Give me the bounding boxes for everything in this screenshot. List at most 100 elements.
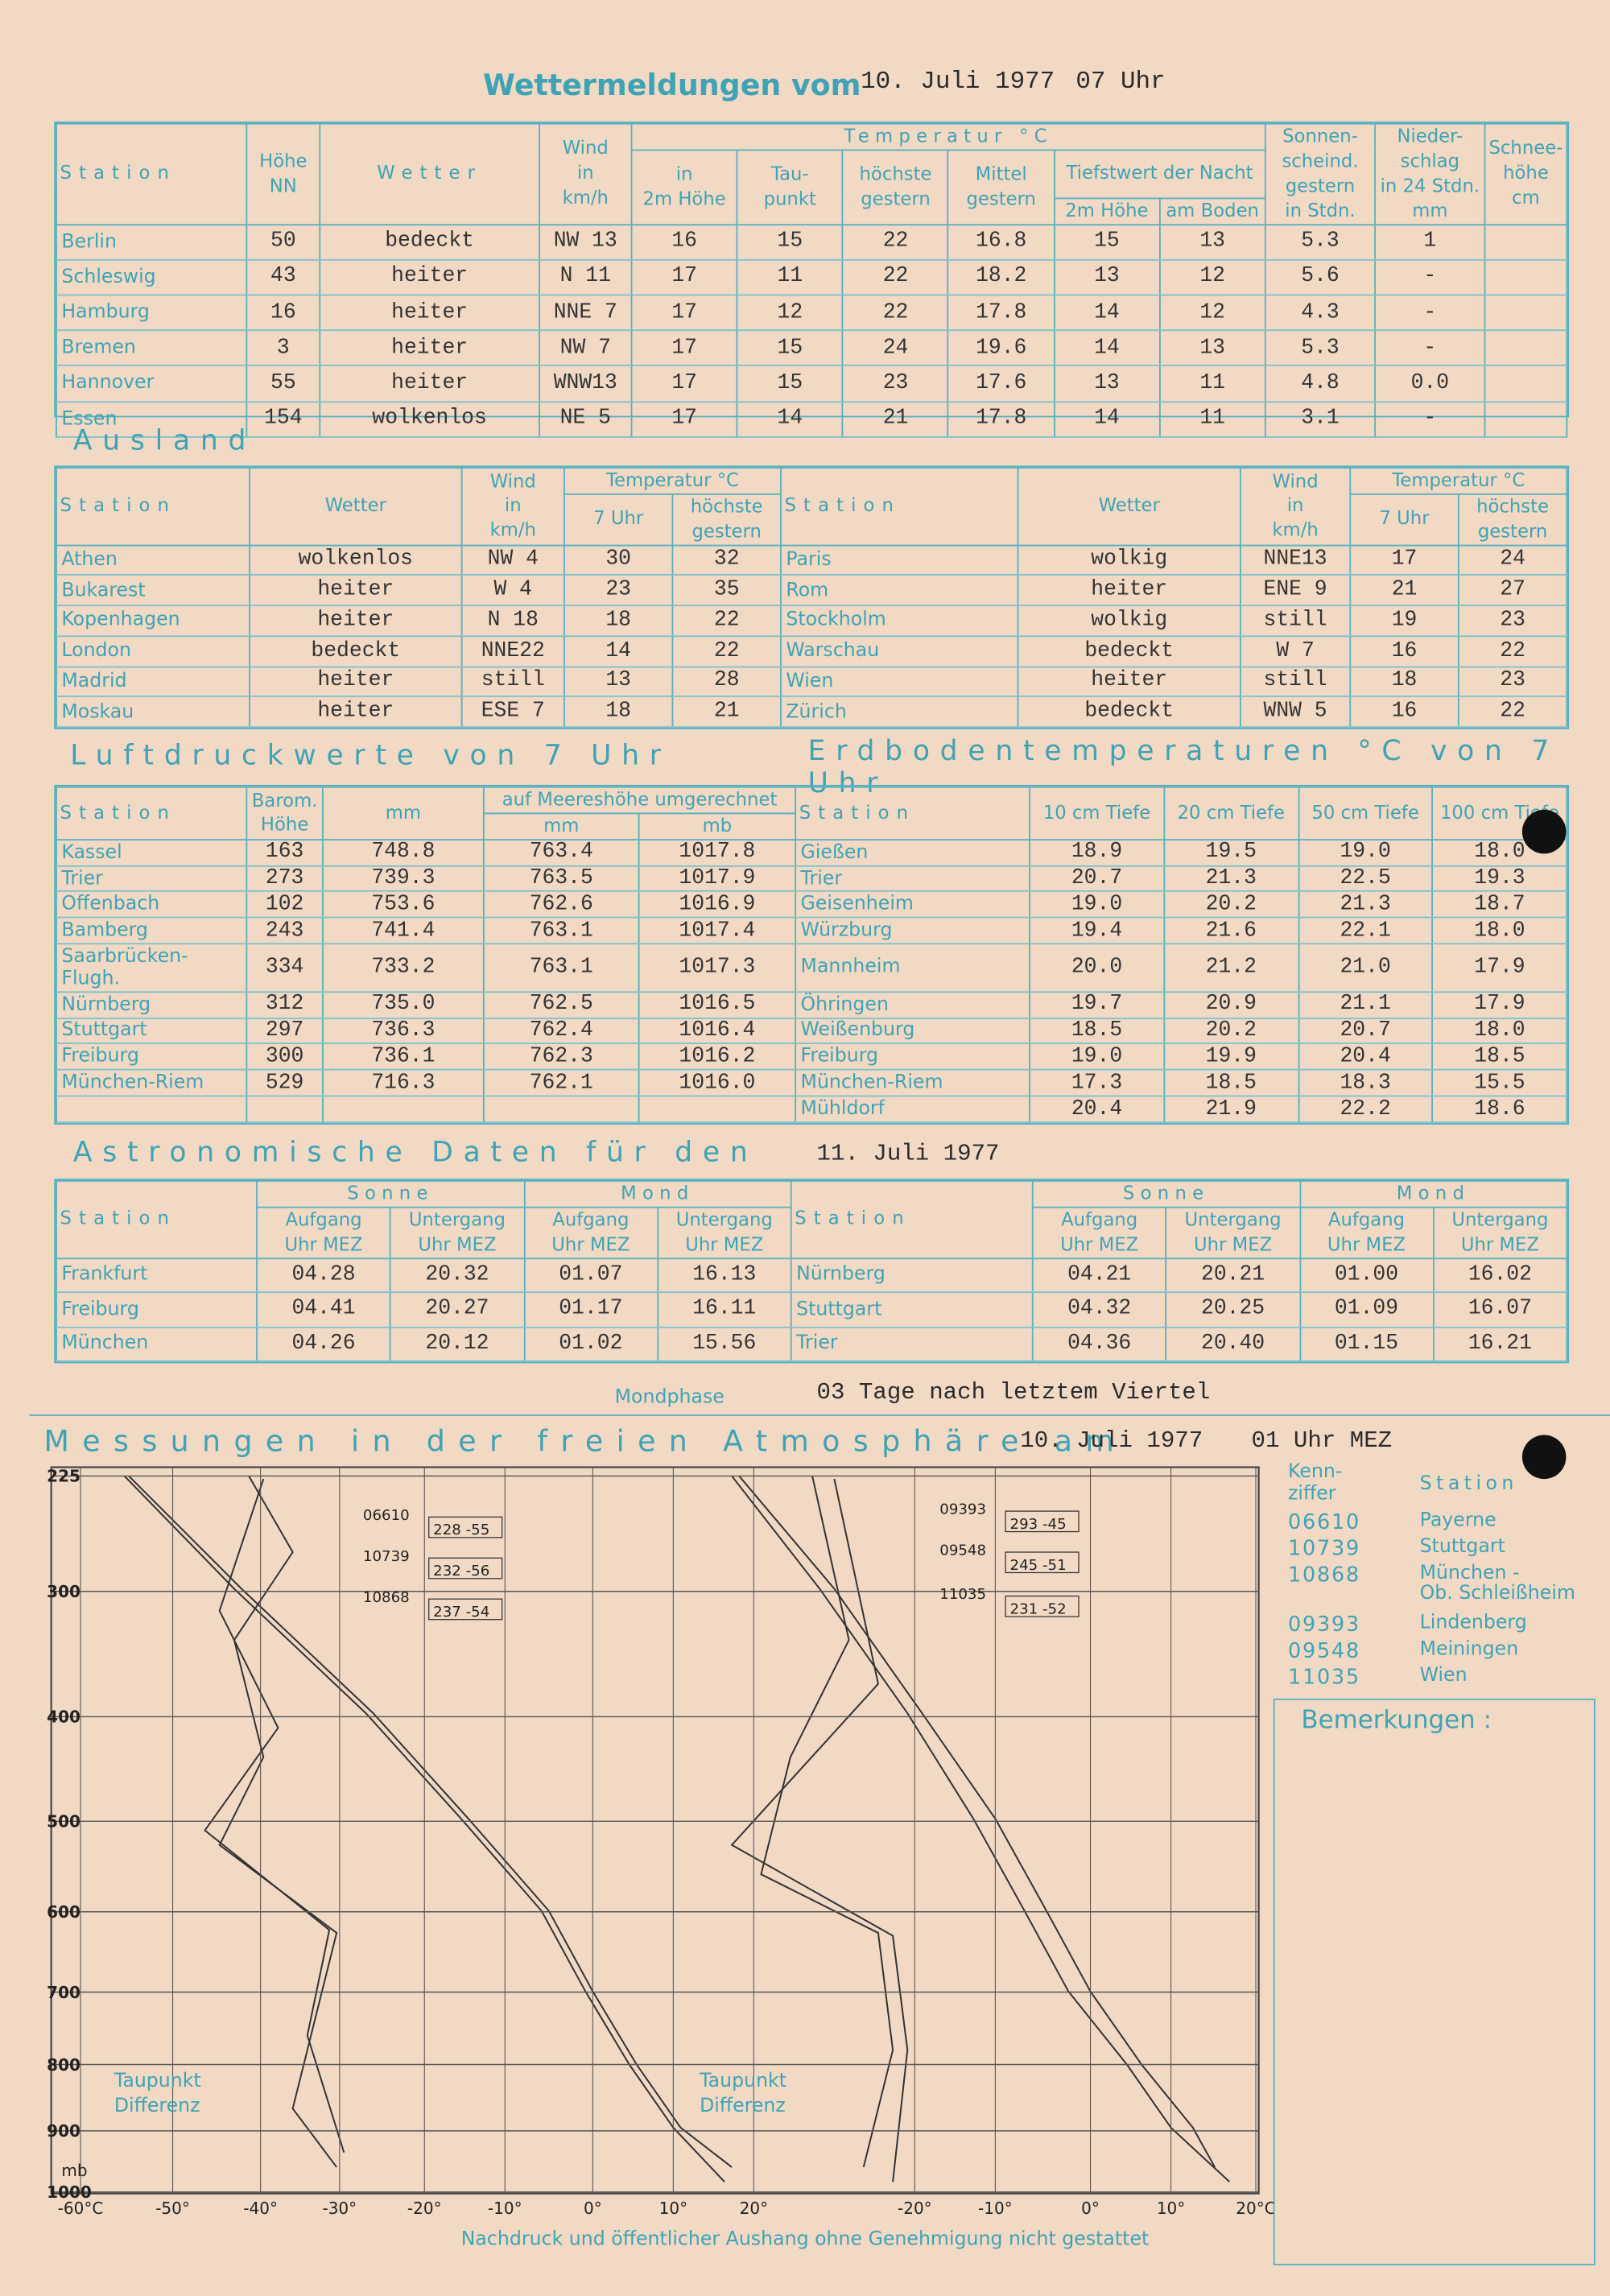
table-row: Kopenhagen heiter N 18 18 22 Stockholm wolkig s… bbox=[56, 605, 1568, 637]
station-cell: Gießen bbox=[795, 839, 1030, 867]
value-cell: 17 bbox=[630, 295, 738, 332]
station-name: München - Ob. Schleißheim bbox=[1419, 1562, 1575, 1604]
wind-station: 11035 bbox=[939, 1586, 986, 1603]
station-cell: München-Riem bbox=[795, 1070, 1030, 1097]
value-cell: 22 bbox=[842, 224, 950, 261]
mondphase-label: Mondphase bbox=[614, 1386, 724, 1409]
th: Nieder- schlag in 24 Stdn. mm bbox=[1374, 122, 1486, 225]
station-cell: Kopenhagen bbox=[56, 605, 250, 637]
table-row: Bremen 3 heiter NW 7 17 15 24 19.6 14 13 5.3- bbox=[56, 330, 1568, 367]
station-cell bbox=[56, 1096, 248, 1124]
value-cell: 22 bbox=[842, 259, 950, 296]
value-cell: 12 bbox=[1158, 295, 1266, 332]
temp-tick-label: -50° bbox=[155, 2199, 190, 2218]
value-cell: 1016.4 bbox=[638, 1018, 797, 1045]
th: Mond bbox=[1298, 1180, 1568, 1208]
wind-box bbox=[428, 1598, 503, 1621]
value-cell: 13 bbox=[1158, 224, 1266, 261]
value-cell: 23 bbox=[563, 575, 674, 607]
value-cell: 5.3 bbox=[1264, 224, 1377, 261]
value-cell: 17.6 bbox=[947, 365, 1055, 403]
value-cell: 1017.4 bbox=[638, 918, 797, 945]
value-cell: 15 bbox=[1053, 224, 1161, 261]
value-cell: 753.6 bbox=[321, 891, 485, 919]
th: Station bbox=[56, 467, 250, 546]
temp-tick-label: -30° bbox=[322, 2199, 357, 2218]
station-cell: Stockholm bbox=[780, 605, 1019, 637]
table-row: Essen 154 wolkenlos NE 5 17 14 21 17.8 14 11 3.1- bbox=[56, 401, 1568, 438]
station-name: Stuttgart bbox=[1419, 1536, 1505, 1559]
station-cell: Essen bbox=[56, 401, 248, 438]
value-cell: 15 bbox=[736, 330, 844, 367]
tbody: Athen wolkenlos NW 4 30 32 Paris wolkig NNE13 17… bbox=[56, 544, 1568, 728]
th: Untergang Uhr MEZ bbox=[1165, 1206, 1301, 1259]
wind-value: 228 -55 bbox=[433, 1522, 489, 1538]
value-cell bbox=[1484, 401, 1568, 438]
th: Wetter bbox=[1017, 467, 1241, 546]
th: mm bbox=[321, 786, 485, 840]
th: Mond bbox=[523, 1180, 792, 1208]
wind-box bbox=[1005, 1551, 1080, 1574]
value-cell: 17.8 bbox=[947, 401, 1055, 438]
value-cell: 20.4 bbox=[1029, 1096, 1165, 1124]
value-cell: 18.5 bbox=[1431, 1043, 1568, 1071]
value-cell: 21.6 bbox=[1163, 918, 1299, 945]
wind-box bbox=[1005, 1595, 1080, 1617]
pressure-tick-label: 225 bbox=[47, 1467, 80, 1486]
value-cell: 20.21 bbox=[1165, 1257, 1301, 1294]
punch-hole bbox=[1521, 809, 1567, 854]
table-row: London bedeckt NNE22 14 22 Warschau bedeckt W 7… bbox=[56, 635, 1568, 667]
value-cell: 763.1 bbox=[482, 944, 640, 993]
value-cell: 28 bbox=[671, 666, 782, 698]
value-cell: 1016.0 bbox=[638, 1070, 797, 1097]
th: 50 cm Tiefe bbox=[1297, 786, 1434, 840]
kennziffer: 09393 bbox=[1287, 1613, 1361, 1637]
value-cell: NNE22 bbox=[460, 635, 565, 667]
value-cell: WNW13 bbox=[539, 365, 633, 403]
kennziffer: 10739 bbox=[1287, 1537, 1361, 1561]
inland-table: Station Höhe NN Wetter Wind in km/h Temperat… bbox=[54, 121, 1570, 438]
temp-tick-label: 0° bbox=[584, 2199, 602, 2218]
value-cell: 22.5 bbox=[1297, 865, 1434, 893]
value-cell: heiter bbox=[319, 365, 540, 403]
table-row: Freiburg 04.41 20.27 01.17 16.11 Stuttgart 04.… bbox=[56, 1292, 1568, 1328]
value-cell bbox=[1484, 330, 1568, 367]
temp-tick-label: 20°C bbox=[1236, 2199, 1275, 2218]
remarks: Bemerkungen : bbox=[1301, 1705, 1492, 1736]
station-cell: München bbox=[56, 1326, 258, 1362]
value-cell: 01.07 bbox=[522, 1257, 658, 1294]
station-cell: Warschau bbox=[780, 635, 1019, 667]
table-row: Hannover 55 heiter WNW13 17 15 23 17.6 13 11 4.8 0.… bbox=[56, 365, 1568, 403]
value-cell: 1017.9 bbox=[638, 865, 797, 893]
value-cell: 18.3 bbox=[1297, 1070, 1434, 1097]
value-cell: - bbox=[1374, 330, 1486, 367]
value-cell: 04.36 bbox=[1031, 1326, 1167, 1362]
th: am Boden bbox=[1158, 196, 1266, 225]
th: 20 cm Tiefe bbox=[1163, 786, 1299, 840]
value-cell: still bbox=[1239, 666, 1352, 698]
value-cell: 23 bbox=[1457, 666, 1568, 698]
value-cell: 20.12 bbox=[390, 1326, 525, 1362]
value-cell: 23 bbox=[842, 365, 950, 403]
th: Schnee- höhe cm bbox=[1484, 122, 1568, 225]
value-cell: 04.21 bbox=[1031, 1257, 1167, 1294]
value-cell: 20.27 bbox=[390, 1292, 525, 1328]
value-cell bbox=[482, 1096, 640, 1124]
wind-station: 09393 bbox=[939, 1501, 986, 1518]
value-cell: NNE 7 bbox=[539, 295, 633, 332]
wind-box bbox=[428, 1516, 503, 1538]
th: Wetter bbox=[319, 122, 540, 225]
value-cell: 762.4 bbox=[482, 1018, 640, 1045]
temp-tick-label: -20° bbox=[898, 2199, 932, 2218]
pressure-tick-label: 600 bbox=[47, 1902, 80, 1922]
value-cell: wolkig bbox=[1017, 605, 1241, 637]
station-cell: Kassel bbox=[56, 839, 248, 867]
value-cell: 736.3 bbox=[321, 1018, 485, 1045]
value-cell: 17 bbox=[630, 365, 738, 403]
temp-tick-label: 10° bbox=[1157, 2199, 1185, 2218]
table-row: Trier 273 739.3 763.5 1017.9 Trier 20.7 21.3 22.… bbox=[56, 865, 1568, 893]
value-cell: N 18 bbox=[460, 605, 565, 637]
value-cell: 01.09 bbox=[1298, 1292, 1435, 1328]
